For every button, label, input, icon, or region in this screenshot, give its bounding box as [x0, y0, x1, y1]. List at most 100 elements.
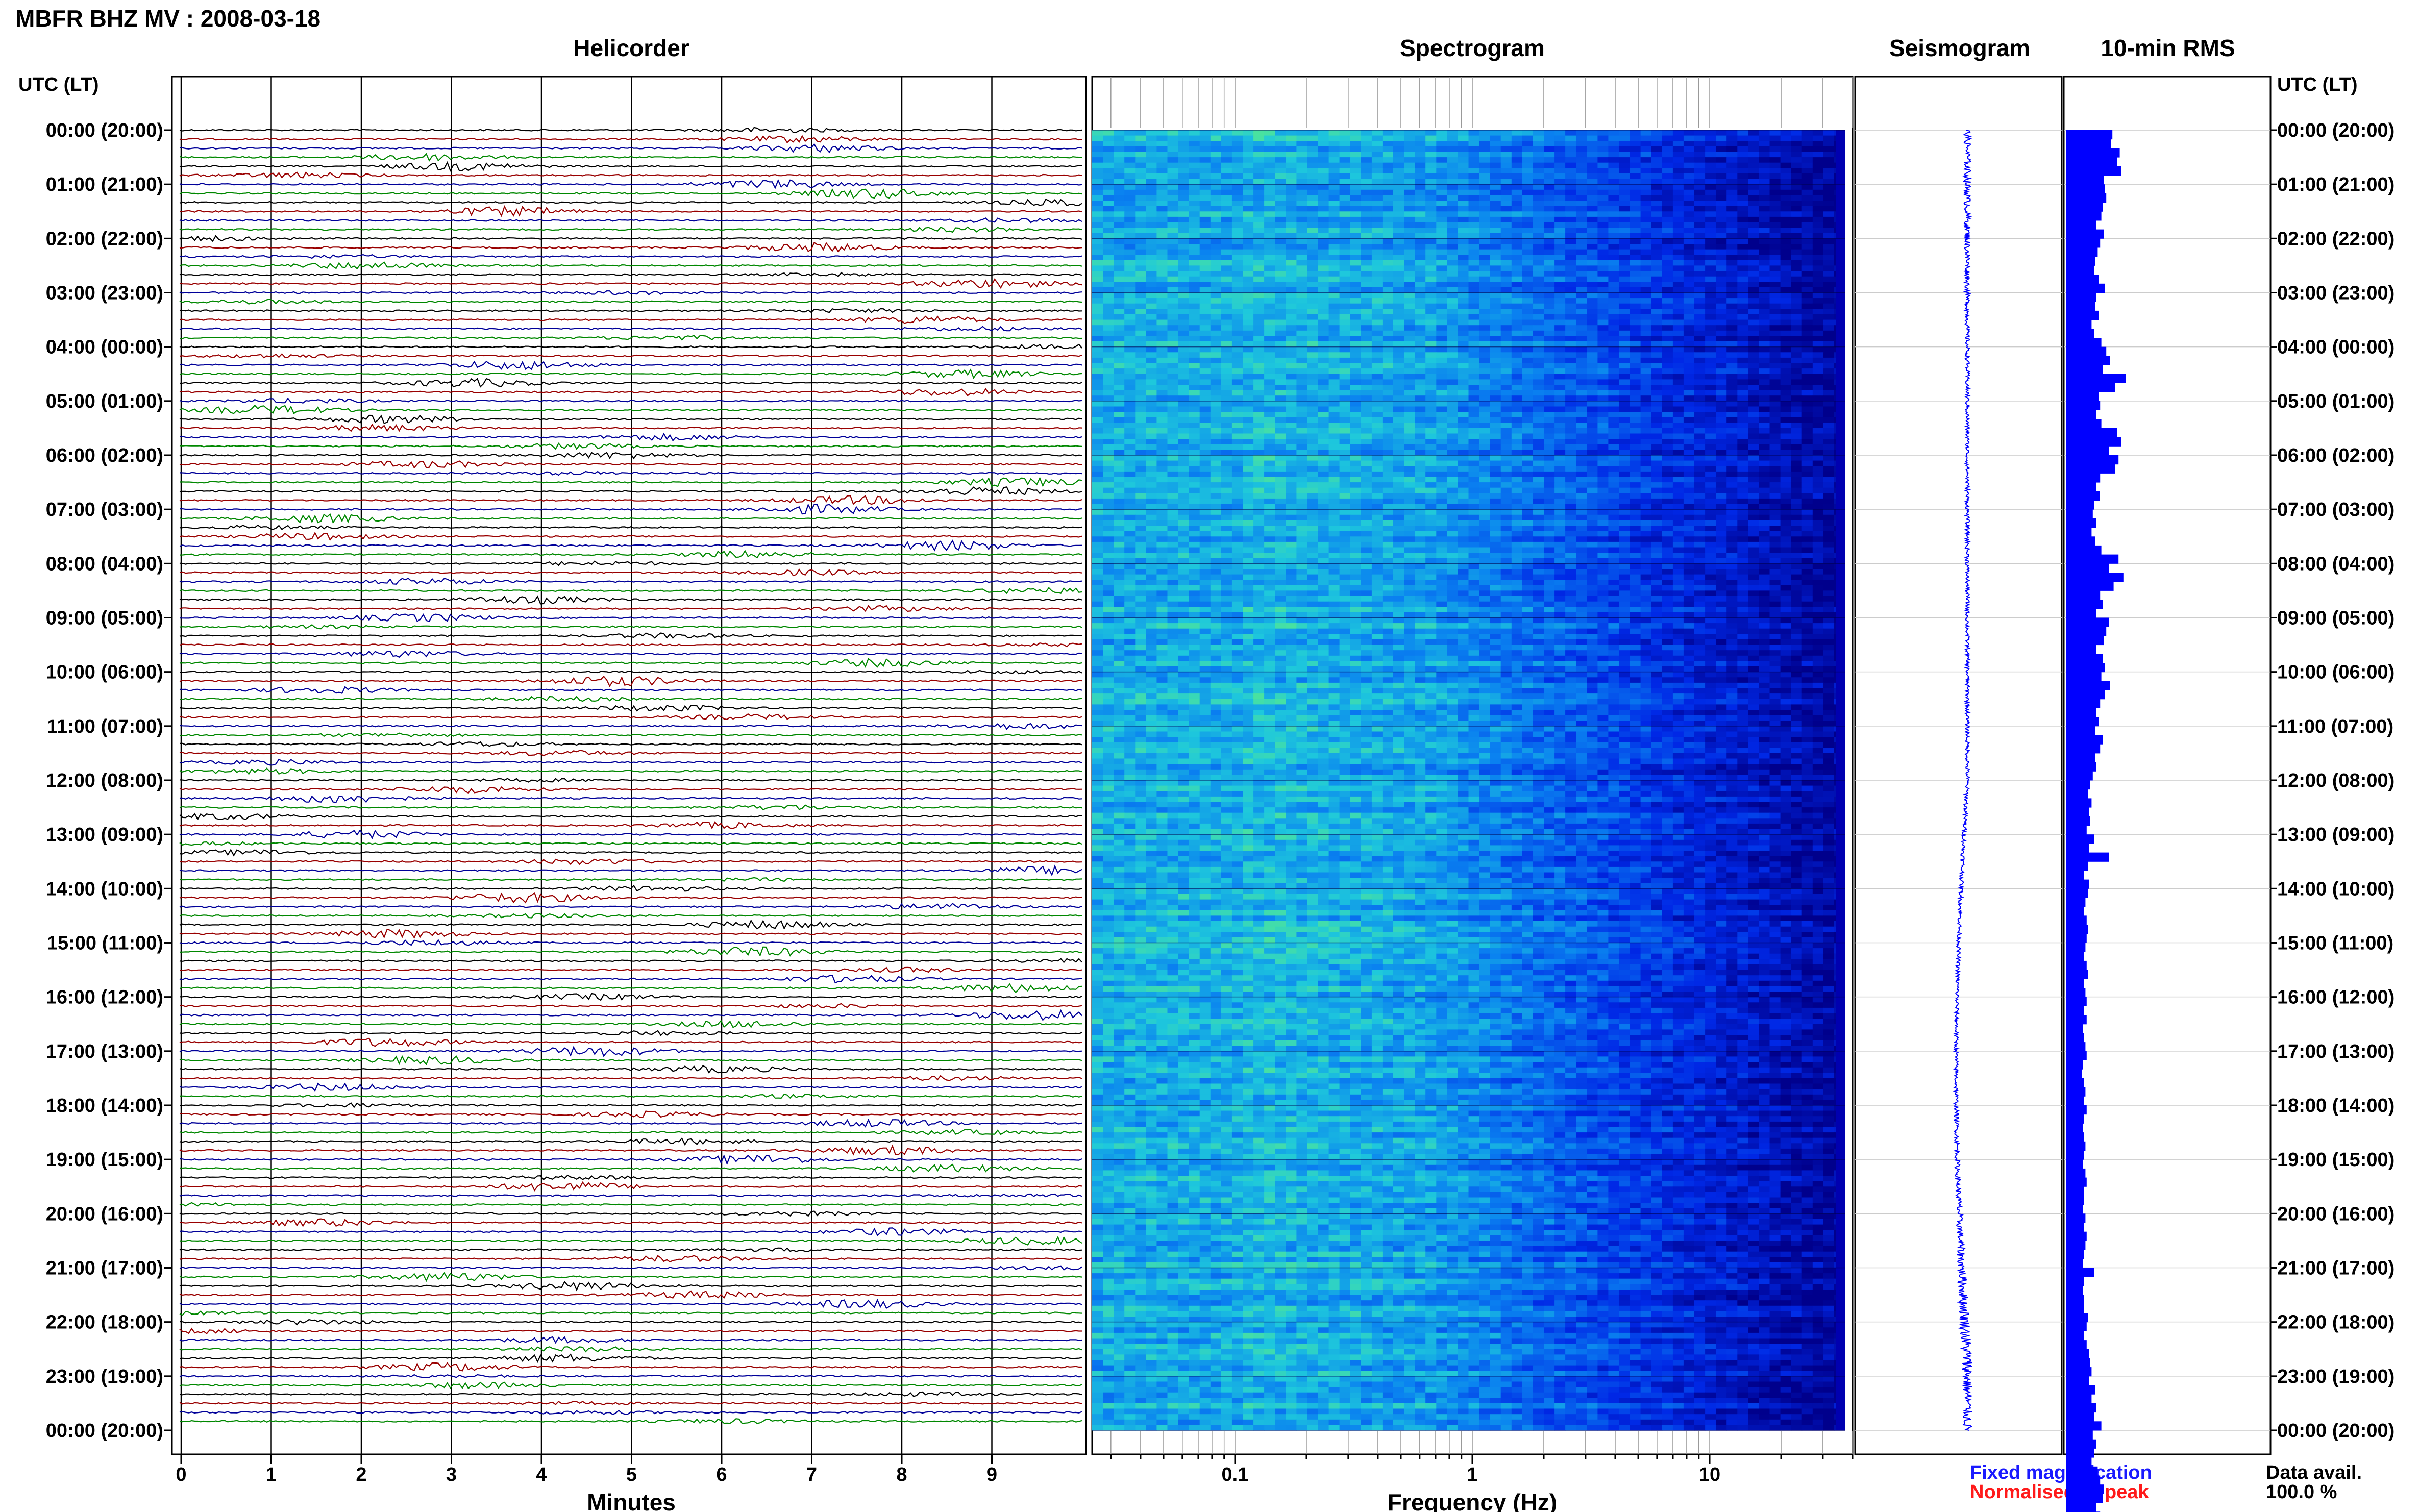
spectrogram-cell: [1587, 130, 1598, 136]
spectrogram-cell: [1146, 433, 1157, 439]
spectrogram-cell: [1554, 390, 1566, 396]
spectrogram-cell: [1415, 189, 1426, 195]
spectrogram-cell: [1382, 130, 1394, 136]
spectrogram-cell: [1737, 271, 1748, 277]
spectrogram-cell: [1694, 417, 1706, 423]
spectrogram-cell: [1167, 498, 1179, 505]
spectrogram-cell: [1630, 162, 1641, 168]
spectrogram-cell: [1243, 292, 1254, 299]
spectrogram-cell: [1683, 206, 1695, 212]
spectrogram-cell: [1533, 487, 1544, 493]
spectrogram-cell: [1199, 152, 1211, 158]
spectrogram-cell: [1092, 319, 1103, 326]
spectrogram-cell: [1576, 222, 1587, 228]
spectrogram-cell: [1167, 298, 1179, 304]
spectrogram-cell: [1500, 271, 1512, 277]
spectrogram-cell: [1371, 157, 1383, 163]
spectrogram-cell: [1651, 319, 1663, 326]
spectrogram-cell: [1092, 401, 1103, 407]
spectrogram-cell: [1780, 423, 1792, 429]
spectrogram-cell: [1146, 374, 1157, 380]
spectrogram-cell: [1576, 412, 1587, 418]
spectrogram-cell: [1554, 330, 1566, 336]
spectrogram-cell: [1791, 276, 1803, 282]
spectrogram-cell: [1350, 433, 1362, 439]
spectrogram-cell: [1328, 363, 1340, 369]
spectrogram-cell: [1479, 336, 1491, 342]
spectrogram-cell: [1318, 357, 1329, 364]
spectrogram-cell: [1350, 466, 1362, 472]
spectrogram-cell: [1533, 498, 1544, 505]
spectrogram-cell: [1597, 477, 1609, 483]
spectrogram-cell: [1307, 450, 1319, 456]
spectrogram-cell: [1339, 385, 1351, 391]
spectrogram-cell: [1812, 368, 1824, 375]
spectrogram-cell: [1630, 336, 1641, 342]
spectrogram-cell: [1683, 168, 1695, 174]
spectrogram-cell: [1328, 330, 1340, 336]
spectrogram-cell: [1114, 493, 1125, 499]
spectrogram-cell: [1210, 195, 1222, 201]
spectrogram-cell: [1210, 298, 1222, 304]
spectrogram-cell: [1619, 179, 1631, 185]
spectrogram-cell: [1511, 228, 1523, 234]
spectrogram-cell: [1651, 233, 1663, 239]
spectrogram-cell: [1587, 357, 1598, 364]
spectrogram-cell: [1522, 428, 1534, 434]
spectrogram-cell: [1318, 314, 1329, 320]
spectrogram-cell: [1500, 319, 1512, 326]
spectrogram-cell: [1726, 211, 1738, 217]
spectrogram-cell: [1544, 260, 1555, 266]
spectrogram-cell: [1479, 368, 1491, 375]
spectrogram-cell: [1490, 152, 1501, 158]
helicorder-trace: [179, 892, 1082, 904]
spectrogram-cell: [1264, 168, 1275, 174]
spectrogram-cell: [1791, 233, 1803, 239]
spectrogram-cell: [1307, 184, 1319, 190]
spectrogram-cell: [1608, 168, 1620, 174]
spectrogram-cell: [1737, 374, 1748, 380]
spectrogram-cell: [1500, 249, 1512, 255]
spectrogram-cell: [1791, 201, 1803, 207]
spectrogram-cell: [1286, 179, 1297, 185]
spectrogram-cell: [1447, 357, 1459, 364]
spectrogram-cell: [1791, 368, 1803, 375]
spectrogram-cell: [1221, 406, 1232, 412]
spectrogram-cell: [1092, 287, 1103, 293]
helicorder-trace: [179, 903, 1082, 910]
spectrogram-cell: [1619, 162, 1631, 168]
spectrogram-cell: [1092, 141, 1103, 147]
spectrogram-cell: [1533, 390, 1544, 396]
spectrogram-cell: [1350, 460, 1362, 466]
spectrogram-cell: [1382, 450, 1394, 456]
spectrogram-cell: [1231, 363, 1243, 369]
spectrogram-cell: [1737, 477, 1748, 483]
spectrogram-cell: [1716, 341, 1727, 348]
spectrogram-cell: [1576, 330, 1587, 336]
helicorder-trace: [179, 1075, 1082, 1081]
spectrogram-cell: [1199, 379, 1211, 385]
spectrogram-cell: [1801, 368, 1813, 375]
spectrogram-cell: [1350, 395, 1362, 402]
spectrogram-cell: [1415, 374, 1426, 380]
spectrogram-cell: [1243, 141, 1254, 147]
spectrogram-cell: [1167, 487, 1179, 493]
spectrogram-cell: [1286, 493, 1297, 499]
spectrogram-cell: [1307, 157, 1319, 163]
spectrogram-cell: [1522, 222, 1534, 228]
spectrogram-cell: [1823, 222, 1835, 228]
spectrogram-cell: [1156, 292, 1168, 299]
spectrogram-cell: [1780, 201, 1792, 207]
spectrogram-cell: [1447, 201, 1459, 207]
spectrogram-cell: [1156, 152, 1168, 158]
spectrogram-cell: [1318, 455, 1329, 461]
spectrogram-cell: [1748, 135, 1760, 141]
spectrogram-cell: [1662, 211, 1673, 217]
spectrogram-cell: [1146, 179, 1157, 185]
spectrogram-cell: [1092, 330, 1103, 336]
spectrogram-cell: [1350, 211, 1362, 217]
spectrogram-cell: [1243, 341, 1254, 348]
spectrogram-cell: [1404, 238, 1415, 244]
spectrogram-cell: [1264, 265, 1275, 271]
